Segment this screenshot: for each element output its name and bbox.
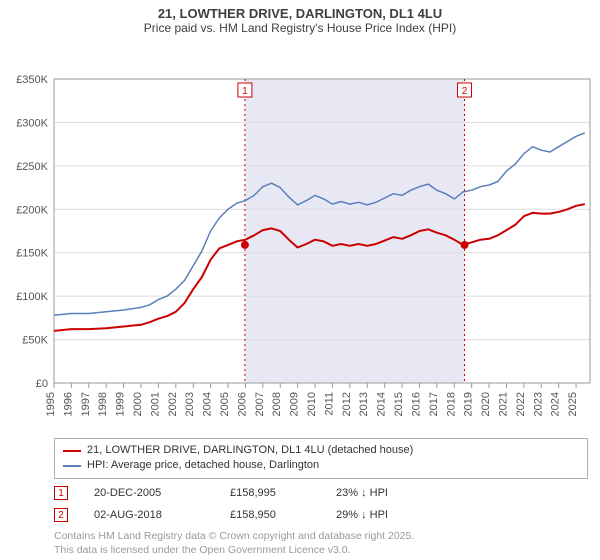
- marker-dot: [461, 241, 469, 249]
- chart-title-line1: 21, LOWTHER DRIVE, DARLINGTON, DL1 4LU: [0, 6, 600, 21]
- y-tick-label: £100K: [16, 291, 48, 303]
- x-tick-label: 2006: [236, 392, 248, 416]
- x-tick-label: 2018: [445, 392, 457, 416]
- legend-label: 21, LOWTHER DRIVE, DARLINGTON, DL1 4LU (…: [87, 443, 413, 458]
- legend-swatch: [63, 450, 81, 452]
- x-tick-label: 2013: [358, 392, 370, 416]
- marker-dot: [241, 241, 249, 249]
- annotation-delta: 23% ↓ HPI: [336, 487, 388, 499]
- x-tick-label: 2014: [376, 392, 388, 416]
- x-tick-label: 2011: [323, 392, 335, 416]
- annotation-date: 20-DEC-2005: [94, 487, 204, 499]
- annotation-marker: 1: [54, 486, 68, 500]
- legend-box: 21, LOWTHER DRIVE, DARLINGTON, DL1 4LU (…: [54, 438, 588, 479]
- x-tick-label: 2001: [149, 392, 161, 416]
- x-tick-label: 2008: [271, 392, 283, 416]
- legend-row: 21, LOWTHER DRIVE, DARLINGTON, DL1 4LU (…: [63, 443, 579, 458]
- annotation-marker: 2: [54, 508, 68, 522]
- x-tick-label: 2022: [515, 392, 527, 416]
- legend-swatch: [63, 465, 81, 467]
- y-tick-label: £200K: [16, 204, 48, 216]
- legend-label: HPI: Average price, detached house, Darl…: [87, 458, 319, 473]
- annotation-date: 02-AUG-2018: [94, 509, 204, 521]
- marker-label: 2: [462, 86, 468, 97]
- y-tick-label: £350K: [16, 74, 48, 86]
- legend-row: HPI: Average price, detached house, Darl…: [63, 458, 579, 473]
- x-tick-label: 2005: [219, 392, 231, 416]
- x-tick-label: 1997: [80, 392, 92, 416]
- y-tick-label: £250K: [16, 161, 48, 173]
- chart-title-line2: Price paid vs. HM Land Registry's House …: [0, 21, 600, 35]
- y-tick-label: £50K: [22, 335, 48, 347]
- marker-label: 1: [242, 86, 248, 97]
- attribution-text: Contains HM Land Registry data © Crown c…: [54, 530, 588, 557]
- x-tick-label: 2003: [184, 392, 196, 416]
- x-tick-label: 1995: [45, 392, 57, 416]
- chart-container: £0 £50K £100K £150K £200K £250K £300K £350K 1995…: [0, 37, 600, 437]
- annotation-table: 1 20-DEC-2005 £158,995 23% ↓ HPI 2 02-AUG-201…: [54, 482, 588, 526]
- x-tick-label: 2021: [497, 392, 509, 416]
- y-tick-label: £150K: [16, 248, 48, 260]
- annotation-row: 2 02-AUG-2018 £158,950 29% ↓ HPI: [54, 504, 588, 526]
- y-tick-label: £0: [36, 378, 48, 390]
- attribution-line2: This data is licensed under the Open Gov…: [54, 544, 588, 558]
- x-tick-label: 2025: [567, 392, 579, 416]
- x-tick-label: 2020: [480, 392, 492, 416]
- x-tick-label: 1998: [97, 392, 109, 416]
- annotation-price: £158,995: [230, 487, 310, 499]
- x-tick-label: 2000: [132, 392, 144, 416]
- chart-title-block: 21, LOWTHER DRIVE, DARLINGTON, DL1 4LU P…: [0, 0, 600, 37]
- x-tick-label: 2024: [550, 392, 562, 416]
- attribution-line1: Contains HM Land Registry data © Crown c…: [54, 530, 588, 544]
- x-tick-label: 2016: [410, 392, 422, 416]
- annotation-row: 1 20-DEC-2005 £158,995 23% ↓ HPI: [54, 482, 588, 504]
- x-tick-label: 1999: [115, 392, 127, 416]
- y-tick-label: £300K: [16, 117, 48, 129]
- x-tick-label: 2004: [202, 392, 214, 416]
- x-tick-label: 2009: [289, 392, 301, 416]
- x-tick-label: 2019: [463, 392, 475, 416]
- annotation-delta: 29% ↓ HPI: [336, 509, 388, 521]
- line-chart-svg: £0 £50K £100K £150K £200K £250K £300K £350K 1995…: [0, 37, 600, 437]
- x-tick-label: 2007: [254, 392, 266, 416]
- x-tick-label: 2023: [532, 392, 544, 416]
- x-tick-label: 1996: [62, 392, 74, 416]
- x-tick-label: 2012: [341, 392, 353, 416]
- x-tick-label: 2015: [393, 392, 405, 416]
- x-tick-label: 2010: [306, 392, 318, 416]
- x-tick-label: 2002: [167, 392, 179, 416]
- x-tick-label: 2017: [428, 392, 440, 416]
- annotation-price: £158,950: [230, 509, 310, 521]
